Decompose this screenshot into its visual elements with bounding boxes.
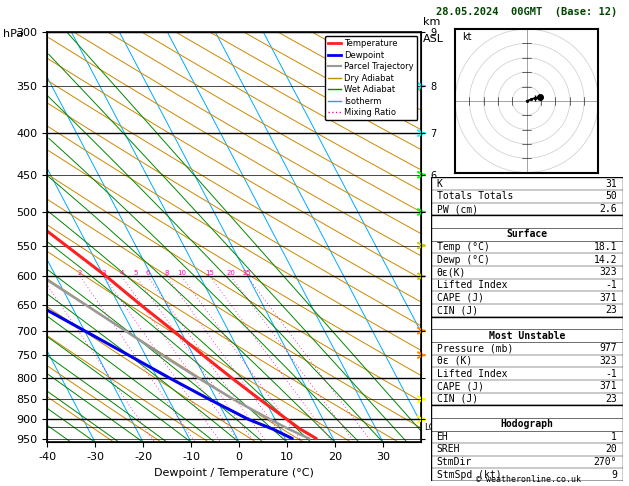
Text: K: K <box>437 179 442 189</box>
Text: © weatheronline.co.uk: © weatheronline.co.uk <box>476 474 581 484</box>
Text: 23: 23 <box>605 394 617 404</box>
Text: θε(K): θε(K) <box>437 267 466 278</box>
Y-axis label: Mixing Ratio (g/kg): Mixing Ratio (g/kg) <box>447 191 457 283</box>
Text: km: km <box>423 17 440 27</box>
Text: 10: 10 <box>177 270 186 277</box>
Text: CAPE (J): CAPE (J) <box>437 381 484 391</box>
Text: 270°: 270° <box>593 457 617 467</box>
X-axis label: Dewpoint / Temperature (°C): Dewpoint / Temperature (°C) <box>154 468 314 478</box>
Text: 3: 3 <box>102 270 106 277</box>
Text: 2: 2 <box>78 270 82 277</box>
Text: ASL: ASL <box>423 34 443 44</box>
Text: Lifted Index: Lifted Index <box>437 368 507 379</box>
Text: 18.1: 18.1 <box>593 242 617 252</box>
Text: StmSpd (kt): StmSpd (kt) <box>437 470 501 480</box>
Text: θε (K): θε (K) <box>437 356 472 366</box>
Text: SREH: SREH <box>437 445 460 454</box>
Text: 25: 25 <box>243 270 252 277</box>
Text: 23: 23 <box>605 305 617 315</box>
Text: Pressure (mb): Pressure (mb) <box>437 343 513 353</box>
Text: -1: -1 <box>605 280 617 290</box>
Text: 20: 20 <box>226 270 235 277</box>
Text: LCL: LCL <box>424 423 439 432</box>
Text: Totals Totals: Totals Totals <box>437 191 513 201</box>
Text: CAPE (J): CAPE (J) <box>437 293 484 303</box>
Text: StmDir: StmDir <box>437 457 472 467</box>
Text: 1: 1 <box>611 432 617 442</box>
Text: 323: 323 <box>599 356 617 366</box>
Text: 6: 6 <box>145 270 150 277</box>
Text: hPa: hPa <box>3 29 23 39</box>
Text: EH: EH <box>437 432 448 442</box>
Legend: Temperature, Dewpoint, Parcel Trajectory, Dry Adiabat, Wet Adiabat, Isotherm, Mi: Temperature, Dewpoint, Parcel Trajectory… <box>325 36 417 121</box>
Text: PW (cm): PW (cm) <box>437 204 478 214</box>
Text: 977: 977 <box>599 343 617 353</box>
Text: 323: 323 <box>599 267 617 278</box>
Text: Temp (°C): Temp (°C) <box>437 242 489 252</box>
Text: Dewp (°C): Dewp (°C) <box>437 255 489 265</box>
Text: 28.05.2024  00GMT  (Base: 12): 28.05.2024 00GMT (Base: 12) <box>436 7 618 17</box>
Text: Most Unstable: Most Unstable <box>489 330 565 341</box>
Text: 8: 8 <box>164 270 169 277</box>
Text: 20: 20 <box>605 445 617 454</box>
Text: 371: 371 <box>599 293 617 303</box>
Text: -1: -1 <box>605 368 617 379</box>
Text: 371: 371 <box>599 381 617 391</box>
Text: Surface: Surface <box>506 229 547 239</box>
Text: Lifted Index: Lifted Index <box>437 280 507 290</box>
Text: CIN (J): CIN (J) <box>437 394 478 404</box>
Text: 31: 31 <box>605 179 617 189</box>
Text: 9: 9 <box>611 470 617 480</box>
Text: 5: 5 <box>134 270 138 277</box>
Text: 14.2: 14.2 <box>593 255 617 265</box>
Text: Hodograph: Hodograph <box>500 419 554 429</box>
Text: kt: kt <box>462 32 472 42</box>
Text: CIN (J): CIN (J) <box>437 305 478 315</box>
Text: 2.6: 2.6 <box>599 204 617 214</box>
Text: 50: 50 <box>605 191 617 201</box>
Text: 4: 4 <box>120 270 124 277</box>
Text: 15: 15 <box>206 270 214 277</box>
